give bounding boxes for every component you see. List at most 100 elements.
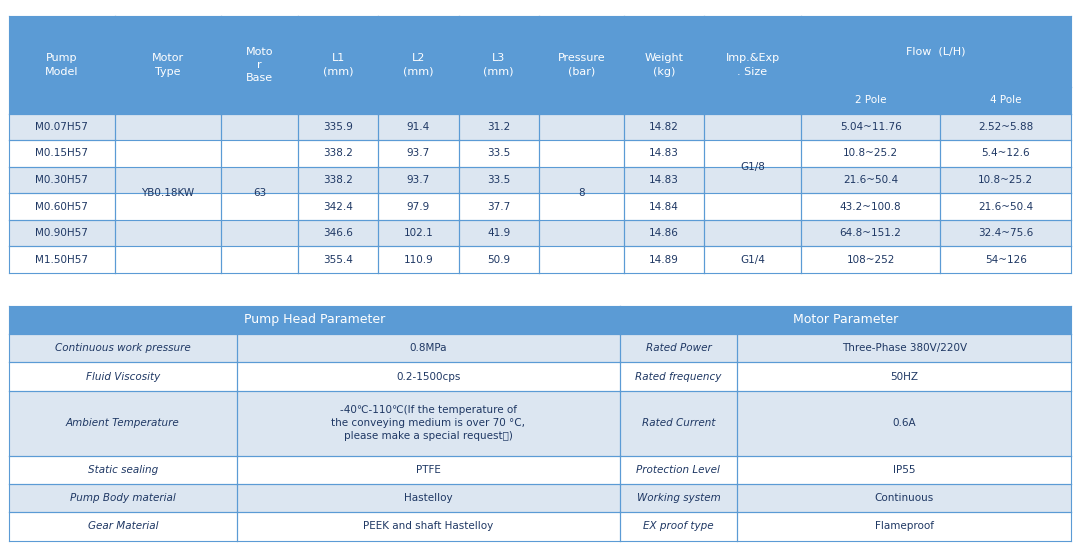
Text: Rated frequency: Rated frequency (635, 372, 721, 382)
Text: M0.90H57: M0.90H57 (36, 228, 89, 238)
Bar (378, 16, 459, 114)
Text: 43.2~100.8: 43.2~100.8 (840, 201, 902, 211)
Text: Pump
Model: Pump Model (45, 54, 79, 76)
Text: 10.8~25.2: 10.8~25.2 (978, 175, 1034, 185)
Bar (114, 16, 221, 114)
Text: Ambient Temperature: Ambient Temperature (66, 418, 179, 428)
Bar (9, 220, 1071, 246)
Bar (801, 87, 941, 114)
Text: L1
(mm): L1 (mm) (323, 54, 353, 76)
Text: Rated Current: Rated Current (642, 418, 715, 428)
Bar (9, 167, 1071, 193)
Text: 355.4: 355.4 (323, 255, 353, 265)
Text: 14.83: 14.83 (649, 149, 679, 158)
Text: M0.07H57: M0.07H57 (36, 122, 89, 132)
Bar (9, 484, 1071, 512)
Text: 54~126: 54~126 (985, 255, 1027, 265)
Bar (620, 306, 1071, 334)
Bar (9, 140, 1071, 167)
Text: IP55: IP55 (893, 465, 916, 475)
Text: 0.2-1500cps: 0.2-1500cps (396, 372, 460, 382)
Text: 31.2: 31.2 (487, 122, 510, 132)
Text: 97.9: 97.9 (407, 201, 430, 211)
Text: Motor Parameter: Motor Parameter (793, 313, 899, 327)
Text: 8: 8 (578, 188, 584, 198)
Text: Moto
r
Base: Moto r Base (246, 47, 273, 83)
Text: Pressure
(bar): Pressure (bar) (557, 54, 605, 76)
Bar (221, 16, 298, 114)
Bar (624, 16, 704, 114)
Text: 10.8~25.2: 10.8~25.2 (843, 149, 899, 158)
Text: Continuous: Continuous (875, 493, 934, 503)
Text: 93.7: 93.7 (407, 175, 430, 185)
Text: 110.9: 110.9 (404, 255, 433, 265)
Text: 338.2: 338.2 (323, 149, 353, 158)
Text: 2.52~5.88: 2.52~5.88 (978, 122, 1034, 132)
Text: L2
(mm): L2 (mm) (403, 54, 434, 76)
Text: 335.9: 335.9 (323, 122, 353, 132)
Text: 64.8~151.2: 64.8~151.2 (839, 228, 902, 238)
Text: Motor
Type: Motor Type (152, 54, 184, 76)
Text: 33.5: 33.5 (487, 175, 510, 185)
Text: G1/4: G1/4 (740, 255, 765, 265)
Bar (801, 16, 1071, 87)
Bar (539, 16, 624, 114)
Text: 14.84: 14.84 (649, 201, 679, 211)
Bar (9, 391, 1071, 456)
Text: Weight
(kg): Weight (kg) (645, 54, 684, 76)
Text: Continuous work pressure: Continuous work pressure (55, 343, 191, 353)
Text: L3
(mm): L3 (mm) (484, 54, 514, 76)
Text: G1/8: G1/8 (740, 162, 765, 171)
Text: 5.4~12.6: 5.4~12.6 (982, 149, 1030, 158)
Text: Flameproof: Flameproof (875, 521, 934, 531)
Text: YB0.18KW: YB0.18KW (141, 188, 194, 198)
Text: 32.4~75.6: 32.4~75.6 (978, 228, 1034, 238)
Text: Hastelloy: Hastelloy (404, 493, 453, 503)
Text: 91.4: 91.4 (407, 122, 430, 132)
Text: Imp.&Exp
. Size: Imp.&Exp . Size (726, 54, 780, 76)
Bar (9, 363, 1071, 391)
Text: 5.04~11.76: 5.04~11.76 (840, 122, 902, 132)
Text: M1.50H57: M1.50H57 (36, 255, 89, 265)
Text: 14.89: 14.89 (649, 255, 679, 265)
Text: 37.7: 37.7 (487, 201, 510, 211)
Bar (9, 512, 1071, 541)
Text: Fluid Viscosity: Fluid Viscosity (85, 372, 160, 382)
Text: PTFE: PTFE (416, 465, 441, 475)
Text: 108~252: 108~252 (847, 255, 895, 265)
Text: 50.9: 50.9 (487, 255, 510, 265)
Bar (9, 334, 1071, 363)
Text: 14.82: 14.82 (649, 122, 679, 132)
Text: Pump Head Parameter: Pump Head Parameter (244, 313, 384, 327)
Text: 346.6: 346.6 (323, 228, 353, 238)
Text: M0.30H57: M0.30H57 (36, 175, 89, 185)
Text: Protection Level: Protection Level (636, 465, 720, 475)
Text: 14.86: 14.86 (649, 228, 679, 238)
Text: M0.60H57: M0.60H57 (36, 201, 89, 211)
Text: 102.1: 102.1 (404, 228, 433, 238)
Text: 2 Pole: 2 Pole (855, 96, 887, 105)
Text: Rated Power: Rated Power (646, 343, 712, 353)
Text: 41.9: 41.9 (487, 228, 510, 238)
Bar (9, 306, 620, 334)
Text: -40℃-110℃(If the temperature of
the conveying medium is over 70 °C,
please make : -40℃-110℃(If the temperature of the conv… (332, 405, 525, 441)
Text: EX proof type: EX proof type (643, 521, 714, 531)
Bar (9, 16, 114, 114)
Text: 21.6~50.4: 21.6~50.4 (978, 201, 1034, 211)
Text: M0.15H57: M0.15H57 (36, 149, 89, 158)
Bar (9, 456, 1071, 484)
Text: Working system: Working system (636, 493, 720, 503)
Text: 0.6A: 0.6A (892, 418, 916, 428)
Text: 342.4: 342.4 (323, 201, 353, 211)
Bar (459, 16, 539, 114)
Bar (9, 114, 1071, 140)
Text: Three-Phase 380V/220V: Three-Phase 380V/220V (841, 343, 967, 353)
Bar (704, 16, 801, 114)
Text: 4 Pole: 4 Pole (990, 96, 1022, 105)
Text: 33.5: 33.5 (487, 149, 510, 158)
Text: Pump Body material: Pump Body material (70, 493, 176, 503)
Text: 21.6~50.4: 21.6~50.4 (843, 175, 899, 185)
Text: 50HZ: 50HZ (890, 372, 918, 382)
Text: PEEK and shaft Hastelloy: PEEK and shaft Hastelloy (363, 521, 494, 531)
Text: 0.8MPa: 0.8MPa (409, 343, 447, 353)
